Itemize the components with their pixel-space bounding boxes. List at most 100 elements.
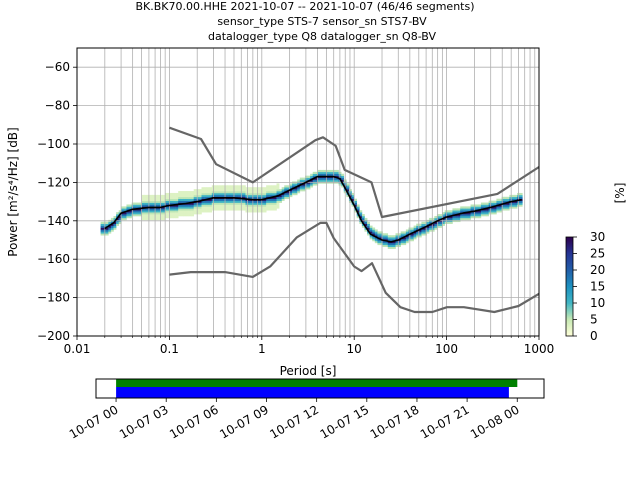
histogram-cell [198, 196, 202, 200]
histogram-cell [310, 179, 314, 182]
histogram-cell [162, 210, 166, 213]
histogram-cell [354, 200, 358, 203]
histogram-cell [260, 206, 264, 209]
histogram-cell [292, 183, 295, 186]
histogram-cell [276, 200, 280, 203]
histogram-cell [245, 191, 249, 194]
histogram-cell [273, 198, 277, 201]
histogram-cell [289, 187, 293, 190]
histogram-cell [242, 192, 246, 196]
x-tick-label: 0.01 [64, 342, 91, 356]
histogram-cell [193, 191, 197, 194]
histogram-cell [423, 221, 427, 224]
histogram-cell [110, 229, 114, 232]
histogram-cell [491, 208, 495, 211]
figure-title: BK.BK70.00.HHE 2021-10-07 -- 2021-10-07 … [135, 0, 474, 43]
histogram-cell [361, 225, 365, 228]
histogram-cell [398, 242, 402, 246]
histogram-cell [185, 204, 189, 207]
histogram-cell [315, 179, 319, 182]
histogram-cell [160, 194, 163, 198]
histogram-cell [444, 217, 448, 221]
histogram-cell [273, 191, 277, 194]
histogram-cell [452, 210, 456, 213]
histogram-cell [201, 189, 205, 192]
histogram-cell [504, 204, 508, 207]
histogram-cell [273, 192, 277, 196]
histogram-cell [129, 210, 132, 213]
histogram-cell [219, 189, 223, 192]
histogram-cell [196, 202, 200, 205]
histogram-cell [100, 221, 104, 224]
histogram-cell [328, 171, 332, 175]
histogram-cell [304, 177, 308, 180]
histogram-cell [175, 216, 179, 219]
histogram-cell [196, 198, 200, 201]
time-tick-label: 10-07 15 [318, 402, 372, 441]
histogram-cell [118, 216, 122, 219]
histogram-cell [250, 194, 254, 198]
histogram-cell [144, 198, 148, 201]
histogram-cell [105, 223, 109, 226]
histogram-cell [240, 208, 244, 211]
histogram-cell [217, 187, 220, 190]
histogram-cell [237, 206, 241, 209]
histogram-cell [385, 242, 389, 246]
histogram-cell [351, 198, 355, 201]
histogram-cell [499, 202, 502, 205]
histogram-cell [113, 221, 117, 224]
histogram-cell [165, 192, 169, 196]
histogram-cell [116, 212, 119, 215]
y-axis-label: Power [m²/s⁴/Hz] [dB] [6, 127, 20, 256]
histogram-cell [113, 223, 117, 226]
histogram-cell [263, 194, 267, 198]
histogram-cell [504, 196, 508, 200]
histogram-cell [385, 244, 389, 248]
histogram-cell [170, 192, 174, 196]
histogram-cell [499, 204, 502, 207]
histogram-cell [193, 198, 197, 201]
histogram-cell [136, 214, 140, 217]
histogram-cell [191, 192, 195, 196]
histogram-cell [372, 237, 376, 240]
histogram-cell [279, 194, 282, 198]
histogram-cell [209, 194, 213, 198]
histogram-cell [478, 204, 482, 207]
histogram-cell [144, 208, 148, 211]
histogram-cell [374, 229, 378, 232]
histogram-cell [217, 202, 220, 205]
histogram-cell [442, 212, 445, 215]
histogram-cell [160, 212, 163, 215]
histogram-cell [284, 189, 288, 192]
histogram-cell [253, 192, 257, 196]
histogram-cell [185, 198, 189, 201]
histogram-cell [359, 214, 363, 217]
histogram-cell [470, 204, 474, 207]
histogram-cell [421, 231, 425, 234]
histogram-cell [382, 235, 386, 238]
histogram-cell [214, 191, 218, 194]
histogram-cell [250, 196, 254, 200]
histogram-cell [209, 198, 213, 201]
histogram-cell [328, 177, 332, 180]
histogram-cell [348, 192, 352, 196]
histogram-cell [198, 206, 202, 209]
histogram-cell [493, 210, 497, 213]
histogram-cell [514, 196, 518, 200]
histogram-cell [191, 214, 195, 217]
histogram-cell [483, 202, 487, 205]
histogram-cell [475, 216, 479, 219]
histogram-cell [506, 204, 510, 207]
segments-used-bar [116, 387, 509, 398]
histogram-cell [263, 196, 267, 200]
histogram-cell [217, 189, 220, 192]
histogram-cell [320, 171, 324, 175]
histogram-cell [165, 198, 169, 201]
histogram-cell [276, 206, 280, 209]
histogram-cell [237, 198, 241, 201]
histogram-cell [465, 212, 469, 215]
histogram-cell [294, 187, 298, 190]
histogram-cell [413, 237, 417, 240]
histogram-cell [113, 225, 117, 228]
histogram-cell [250, 210, 254, 213]
